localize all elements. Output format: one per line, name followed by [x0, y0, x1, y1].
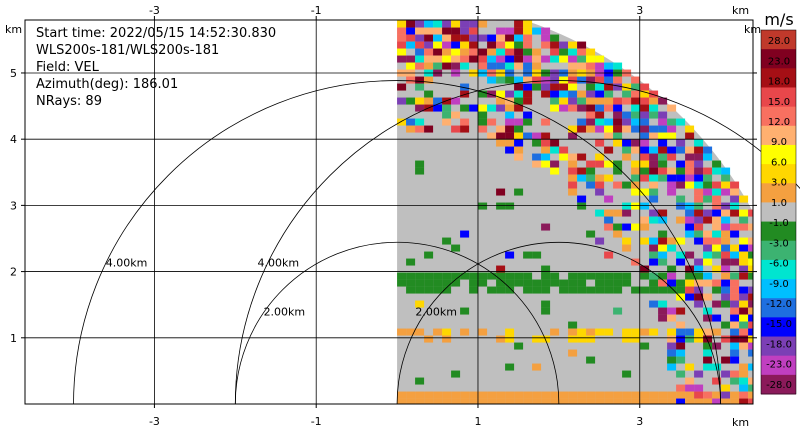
colorbar-label: 12.0 [768, 117, 790, 128]
colorbar-label: -9.0 [769, 279, 789, 290]
nrays-text: NRays: 89 [36, 94, 102, 109]
colorbar-label: -12.0 [766, 299, 792, 310]
y-tick-label: 5 [10, 67, 17, 80]
colorbar-label: 6.0 [771, 157, 787, 168]
colorbar-frame [760, 29, 797, 395]
plot-frame [24, 19, 754, 405]
colorbar-label: -15.0 [766, 319, 792, 330]
colorbar-segment [761, 221, 796, 242]
colorbar-segment [761, 106, 796, 127]
colorbar-segment [761, 49, 796, 69]
y-tick-label: 3 [10, 199, 17, 212]
colorbar-segment [761, 298, 796, 318]
y-unit-label: km [5, 23, 22, 36]
x-tick-label-top: 3 [636, 4, 643, 17]
data-layer [397, 20, 753, 404]
colorbar-label: -6.0 [769, 259, 789, 270]
colorbar-segment [761, 317, 796, 338]
x-tick-label: -1 [311, 415, 322, 428]
range-ring [234, 241, 560, 405]
x-unit-label-top: km [732, 4, 749, 17]
colorbar-label: 3.0 [771, 178, 787, 189]
x-tick-label-top: -3 [149, 4, 160, 17]
y-tick-label: 1 [10, 332, 17, 345]
colorbar-segment [761, 68, 796, 88]
colorbar-segment [761, 259, 796, 280]
colorbar-label: 28.0 [768, 36, 790, 47]
x-tick-label: -3 [149, 415, 160, 428]
field-text: Field: VEL [36, 60, 99, 75]
y-tick-label: 2 [10, 266, 17, 279]
colorbar-label: 1.0 [771, 198, 787, 209]
colorbar-segment [761, 87, 796, 108]
range-ring-label: 4.00km [258, 256, 300, 269]
y-tick-label: 4 [10, 133, 17, 146]
colorbar-label: -23.0 [766, 360, 792, 371]
range-ring-label: 2.00km [415, 306, 457, 319]
colorbar-label: -18.0 [766, 339, 792, 350]
colorbar-label: -3.0 [769, 238, 789, 249]
colorbar-label: 23.0 [768, 56, 790, 67]
velocity-cells [397, 20, 753, 404]
colorbar-label: 15.0 [768, 97, 790, 108]
colorbar-label: -1.0 [769, 218, 789, 229]
colorbar-segment [761, 202, 796, 223]
colorbar-label: 18.0 [768, 77, 790, 88]
colorbar-label: 9.0 [771, 137, 787, 148]
grid [25, 20, 753, 404]
colorbar-segment [761, 144, 796, 165]
colorbar-segment [761, 164, 796, 184]
range-ring-label: 2.00km [264, 306, 306, 319]
colorbar-label: -28.0 [766, 380, 792, 391]
colorbar-segment [761, 183, 796, 203]
start-time-text: Start time: 2022/05/15 14:52:30.830 [36, 26, 277, 41]
colorbar-segment [761, 279, 796, 299]
colorbar-segment [761, 30, 796, 50]
colorbar-segment [761, 355, 796, 376]
x-tick-label: 3 [636, 415, 643, 428]
x-tick-label-top: 1 [474, 4, 481, 17]
colorbar-segment [761, 240, 796, 261]
x-tick-label: 1 [474, 415, 481, 428]
colorbar-title: m/s [764, 10, 793, 29]
x-unit-label: km [732, 416, 749, 429]
instrument-text: WLS200s-181/WLS200s-181 [36, 43, 220, 58]
colorbar-segment [761, 374, 796, 395]
y-unit-label-right: km [744, 23, 761, 36]
range-ring-label: 4.00km [106, 256, 148, 269]
colorbar-segment [761, 125, 796, 146]
range-ring [396, 242, 722, 405]
azimuth-text: Azimuth(deg): 186.01 [36, 77, 179, 92]
colorbar-segment [761, 336, 796, 357]
x-tick-label-top: -1 [311, 4, 322, 17]
